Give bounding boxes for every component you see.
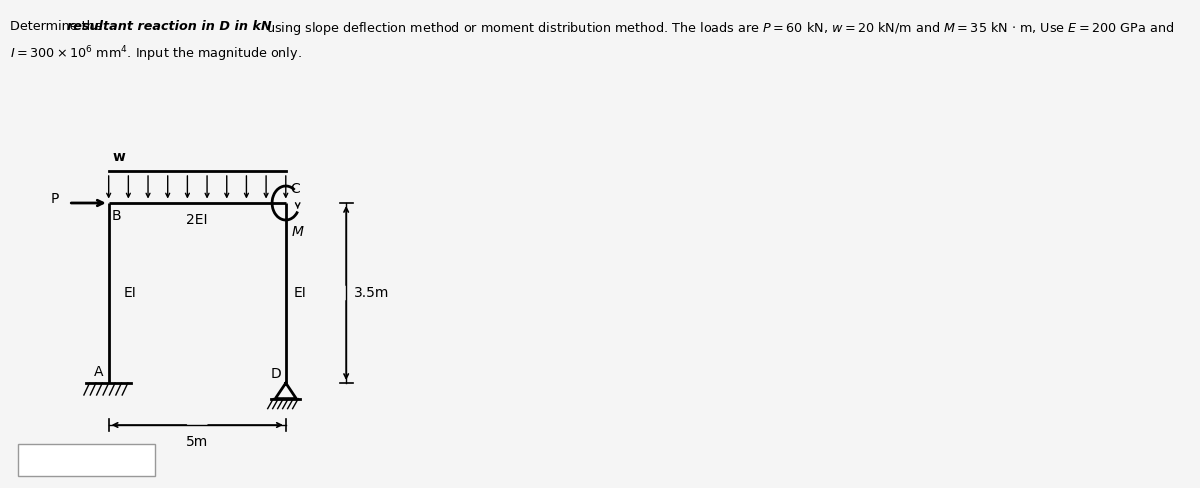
Text: resultant reaction in D in kN: resultant reaction in D in kN	[67, 20, 271, 33]
Text: C: C	[290, 182, 300, 196]
Text: 5m: 5m	[186, 435, 209, 449]
Text: Determine the: Determine the	[11, 20, 107, 33]
Text: P: P	[50, 192, 59, 206]
Text: D: D	[270, 367, 281, 381]
Text: M: M	[292, 225, 304, 239]
Text: EI: EI	[294, 286, 306, 300]
Text: EI: EI	[124, 286, 136, 300]
Text: $I = 300 \times 10^6\ \mathrm{mm}^4$. Input the magnitude only.: $I = 300 \times 10^6\ \mathrm{mm}^4$. In…	[11, 44, 302, 63]
Text: B: B	[112, 209, 121, 223]
Text: 2EI: 2EI	[186, 213, 208, 227]
Text: using slope deflection method or moment distribution method. The loads are $P = : using slope deflection method or moment …	[262, 20, 1174, 37]
Text: A: A	[95, 365, 104, 379]
FancyBboxPatch shape	[18, 444, 155, 476]
Text: 3.5m: 3.5m	[354, 286, 390, 300]
Text: w: w	[113, 150, 126, 164]
